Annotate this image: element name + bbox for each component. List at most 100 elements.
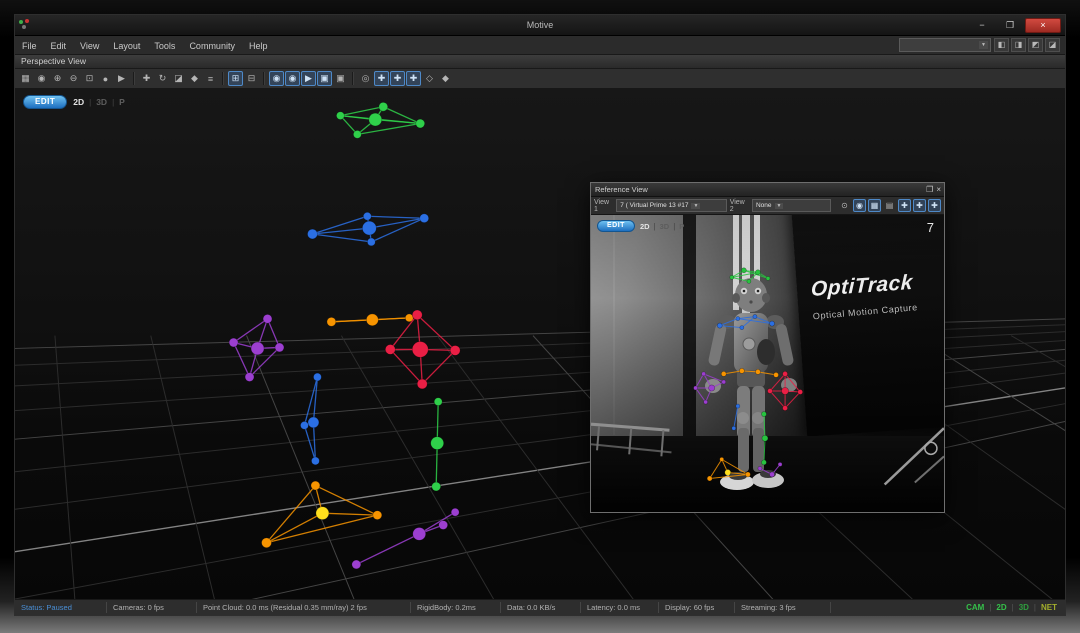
mode-toggle-2d[interactable]: 2D bbox=[73, 97, 85, 107]
capture-icon[interactable]: ● bbox=[102, 73, 109, 84]
marker-view-icon[interactable]: ✚ bbox=[897, 199, 911, 212]
left-hand-markers[interactable] bbox=[767, 371, 803, 411]
status-segment: Display: 60 fps bbox=[659, 602, 735, 613]
grid-mode-icon[interactable]: ▦ bbox=[867, 199, 881, 212]
marker-rays-icon[interactable]: ✚ bbox=[406, 71, 421, 86]
camera-mode-icon[interactable]: ◉ bbox=[852, 199, 866, 212]
maximize-button[interactable]: ❐ bbox=[1005, 19, 1015, 30]
labels-toggle-icon[interactable]: ⊞ bbox=[228, 71, 243, 86]
zoom-fit-icon[interactable]: ⊡ bbox=[85, 73, 94, 83]
mode-toggle-3d[interactable]: 3D bbox=[96, 97, 108, 107]
status-segment: Latency: 0.0 ms bbox=[581, 602, 659, 613]
mode-toggle-p[interactable]: P bbox=[119, 97, 125, 107]
edit-mode-badge[interactable]: EDIT bbox=[23, 95, 68, 109]
menu-bar: File Edit View Layout Tools Community Help ▼ ◧… bbox=[15, 36, 1065, 55]
translate-icon[interactable]: ✚ bbox=[142, 73, 151, 83]
chest-markers[interactable] bbox=[716, 314, 775, 330]
quick-search-combo[interactable]: ▼ bbox=[899, 38, 991, 52]
collapse-icon[interactable]: ⊟ bbox=[247, 73, 256, 83]
zoom-icon[interactable]: ⊙ bbox=[841, 201, 848, 210]
railing bbox=[591, 422, 670, 432]
marker-labels-icon[interactable]: ✚ bbox=[912, 199, 926, 212]
indicator-cam: CAM bbox=[966, 603, 985, 612]
view2-select[interactable]: None ▼ bbox=[751, 199, 831, 212]
chest-rigid-body[interactable] bbox=[307, 212, 430, 247]
menu-layout[interactable]: Layout bbox=[113, 40, 141, 51]
right-leg-markers[interactable] bbox=[430, 397, 444, 492]
right-hand-markers[interactable] bbox=[693, 371, 727, 405]
waist-markers[interactable] bbox=[326, 313, 414, 327]
right-foot-rigid-body[interactable] bbox=[351, 507, 460, 570]
mode-toggle-p[interactable]: P bbox=[679, 221, 685, 231]
tracking-toggle-icon[interactable]: ▶ bbox=[301, 71, 316, 86]
menu-help[interactable]: Help bbox=[248, 40, 268, 51]
camera-icon[interactable]: ◉ bbox=[37, 73, 46, 83]
tripod-leg bbox=[883, 427, 944, 486]
zoom-out-icon[interactable]: ⊖ bbox=[69, 73, 78, 83]
right-foot-markers[interactable] bbox=[757, 462, 783, 478]
layout-right-icon[interactable]: ◨ bbox=[1011, 38, 1026, 52]
status-bar: Status: Paused Cameras: 0 fps Point Cloud:… bbox=[15, 599, 1065, 615]
grid-icon[interactable]: ▦ bbox=[21, 73, 30, 83]
menu-tools[interactable]: Tools bbox=[154, 40, 176, 51]
left-foot-markers[interactable] bbox=[706, 457, 751, 482]
left-foot-rigid-body[interactable] bbox=[261, 480, 383, 548]
rigidbody-solid-icon[interactable]: ◆ bbox=[442, 73, 449, 83]
list-icon[interactable]: ≡ bbox=[207, 73, 214, 84]
menu-community[interactable]: Community bbox=[189, 40, 235, 51]
marker-overlay bbox=[591, 267, 944, 486]
panel-alt-icon[interactable]: ▣ bbox=[336, 73, 345, 83]
waist-markers[interactable] bbox=[720, 368, 779, 378]
head-markers[interactable] bbox=[729, 267, 771, 284]
status-segment: Streaming: 3 fps bbox=[735, 602, 831, 613]
reference-view-window[interactable]: Reference View ❐ × View 1 7 ( Virtual Pr… bbox=[590, 182, 945, 513]
reference-view-titlebar[interactable]: Reference View ❐ × bbox=[591, 183, 944, 197]
ref-edit-mode-badge[interactable]: EDIT bbox=[597, 220, 635, 232]
camera-reference-feed[interactable]: OptiTrack Optical Motion Capture bbox=[591, 215, 944, 512]
right-hand-rigid-body[interactable] bbox=[228, 314, 285, 382]
layout-quad-icon[interactable]: ◪ bbox=[1045, 38, 1060, 52]
wall-seam bbox=[613, 215, 615, 435]
indicator-separator: | bbox=[989, 603, 992, 612]
perspective-view-header[interactable]: Perspective View bbox=[15, 55, 1065, 69]
mode-toggle-2d[interactable]: 2D bbox=[639, 221, 650, 231]
menu-view[interactable]: View bbox=[80, 40, 100, 51]
minimize-button[interactable]: − bbox=[979, 19, 985, 30]
zoom-in-icon[interactable]: ⊕ bbox=[53, 73, 62, 83]
left-thigh-markers[interactable] bbox=[731, 403, 741, 431]
left-hand-rigid-body[interactable] bbox=[384, 309, 461, 390]
camera-view-toggle-icon[interactable]: ◉ bbox=[269, 71, 284, 86]
ref-close-button[interactable]: × bbox=[936, 184, 941, 194]
layout-split-icon[interactable]: ◩ bbox=[1028, 38, 1043, 52]
status-segment: RigidBody: 0.2ms bbox=[411, 602, 501, 613]
left-leg-markers[interactable] bbox=[300, 372, 322, 466]
window-blind bbox=[754, 215, 760, 307]
marker-labels-icon[interactable]: ✚ bbox=[390, 71, 405, 86]
mode-toggle-3d[interactable]: 3D bbox=[659, 221, 670, 231]
select-icon[interactable]: ◆ bbox=[191, 73, 198, 83]
layout-left-icon[interactable]: ◧ bbox=[994, 38, 1009, 52]
window-title: Motive bbox=[526, 20, 554, 30]
close-button[interactable]: × bbox=[1025, 17, 1061, 33]
right-leg-markers[interactable] bbox=[761, 411, 769, 466]
histogram-icon[interactable]: ▤ bbox=[885, 201, 894, 210]
scale-icon[interactable]: ◪ bbox=[174, 73, 183, 83]
toolbar-separator bbox=[222, 72, 224, 85]
rigidbody-icon[interactable]: ◇ bbox=[426, 73, 433, 83]
follow-icon[interactable]: ▶ bbox=[118, 73, 125, 83]
status-segment: Status: Paused bbox=[15, 602, 107, 613]
marker-rays-icon[interactable]: ✚ bbox=[927, 199, 941, 212]
head-rigid-body[interactable] bbox=[336, 102, 426, 139]
visibility-icon[interactable]: ◎ bbox=[361, 73, 370, 83]
menu-edit[interactable]: Edit bbox=[50, 40, 67, 51]
camera-overlay-toggle-icon[interactable]: ◉ bbox=[285, 71, 300, 86]
view1-select[interactable]: 7 ( Virtual Prime 13 #17 ▼ bbox=[616, 199, 727, 212]
indicator-separator: | bbox=[1033, 603, 1036, 612]
panel-toggle-icon[interactable]: ▣ bbox=[317, 71, 332, 86]
ref-maximize-button[interactable]: ❐ bbox=[926, 184, 934, 194]
mode-separator: | bbox=[673, 221, 676, 231]
menu-file[interactable]: File bbox=[22, 40, 37, 51]
title-bar: Motive − ❐ × bbox=[15, 15, 1065, 36]
rotate-icon[interactable]: ↻ bbox=[158, 73, 167, 83]
marker-view-icon[interactable]: ✚ bbox=[374, 71, 389, 86]
